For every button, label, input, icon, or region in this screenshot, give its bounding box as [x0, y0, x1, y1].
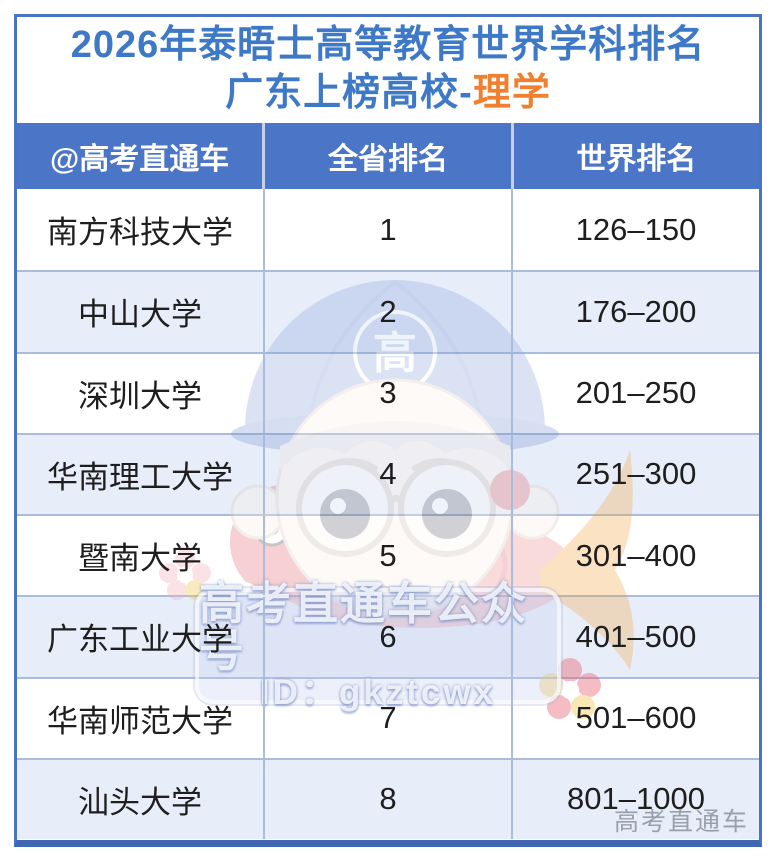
province-rank: 5: [265, 516, 513, 596]
world-rank: 176–200: [575, 293, 697, 329]
school-name: 华南理工大学: [17, 434, 265, 514]
header-province-rank: 全省排名: [265, 123, 514, 189]
table-row: 暨南大学 5 301–400: [17, 514, 759, 596]
province-rank: 6: [265, 597, 513, 677]
province-rank: 8: [265, 759, 513, 839]
province-rank: 3: [265, 353, 513, 433]
world-rank: 301–400: [575, 537, 697, 573]
school-name: 中山大学: [17, 272, 265, 352]
title-area: 2026年泰晤士高等教育世界学科排名 广东上榜高校-理学: [17, 17, 759, 123]
world-rank: 251–300: [575, 456, 697, 492]
province-rank: 2: [265, 272, 513, 352]
header-school: @高考直通车: [17, 123, 266, 189]
table-header-row: @高考直通车 全省排名 世界排名: [17, 123, 759, 189]
table-body: 南方科技大学 1 126–150 中山大学 2 176–200 深圳大学 3 2…: [17, 189, 759, 839]
school-name: 汕头大学: [17, 759, 265, 839]
table-row: 南方科技大学 1 126–150: [17, 189, 759, 271]
school-name: 深圳大学: [17, 353, 265, 433]
ranking-card: 2026年泰晤士高等教育世界学科排名 广东上榜高校-理学 @高考直通车 全省排名…: [14, 14, 762, 847]
world-rank: 501–600: [575, 700, 697, 736]
province-rank: 4: [265, 434, 513, 514]
table-row: 深圳大学 3 201–250: [17, 351, 759, 433]
world-rank: 126–150: [575, 211, 697, 247]
school-name: 南方科技大学: [17, 189, 265, 271]
subtitle-main: 广东上榜高校-: [225, 72, 473, 114]
watermark-corner-text: 高考直通车: [613, 808, 749, 836]
table-row: 汕头大学 8 801–1000: [17, 757, 759, 839]
province-rank: 1: [265, 189, 513, 271]
page-subtitle: 广东上榜高校-理学: [225, 72, 551, 116]
province-rank: 7: [265, 678, 513, 758]
school-name: 广东工业大学: [17, 597, 265, 677]
table-row: 中山大学 2 176–200: [17, 270, 759, 352]
world-rank: 401–500: [575, 618, 697, 654]
table-row: 华南理工大学 4 251–300: [17, 432, 759, 514]
subtitle-accent: 理学: [472, 72, 551, 114]
school-name: 暨南大学: [17, 516, 265, 596]
table-row: 广东工业大学 6 401–500: [17, 595, 759, 677]
world-rank: 801–1000: [567, 781, 705, 817]
world-rank: 201–250: [575, 375, 697, 411]
school-name: 华南师范大学: [17, 678, 265, 758]
table-row: 华南师范大学 7 501–600: [17, 676, 759, 758]
page-title: 2026年泰晤士高等教育世界学科排名: [70, 24, 706, 67]
header-world-rank: 世界排名: [576, 143, 697, 176]
